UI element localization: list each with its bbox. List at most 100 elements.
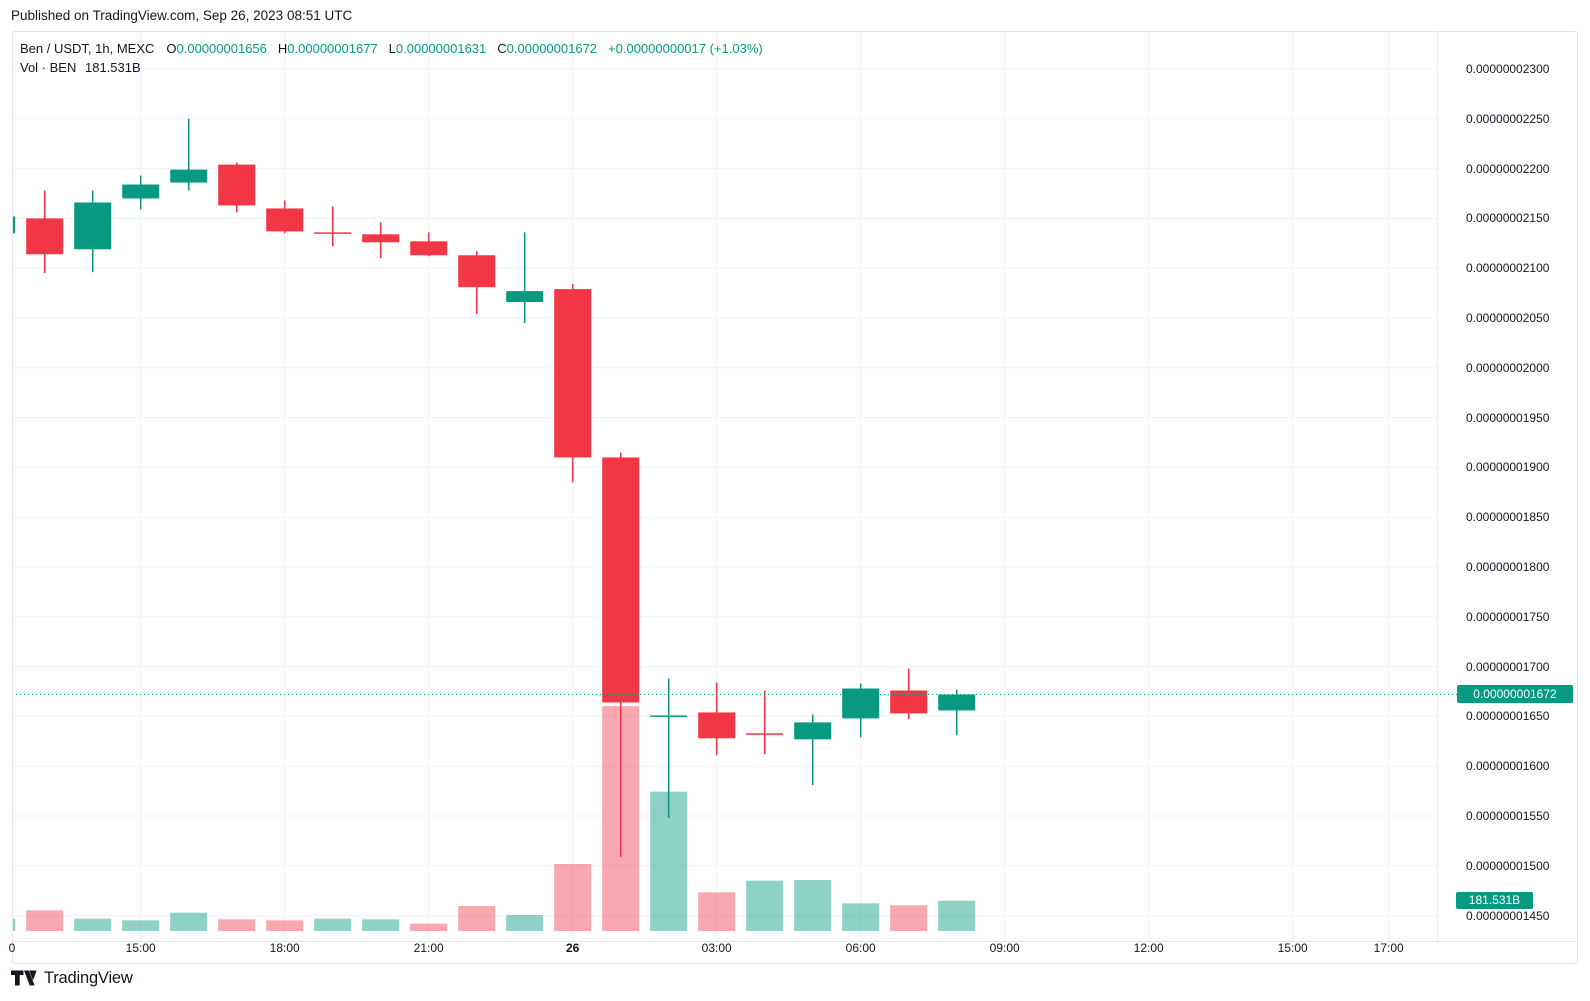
volume-series [12,706,976,931]
candle-body [362,234,400,243]
price-tick-label: 0.00000002000 [1466,360,1550,375]
volume-bar [842,903,880,931]
low-value: 0.00000001631 [395,41,487,56]
time-tick-label: 06:00 [845,941,876,955]
volume-bar [26,910,64,931]
price-tick-label: 0.00000001800 [1466,560,1550,574]
close-value: 0.00000001672 [506,41,598,56]
volume-bar [122,920,160,931]
published-bar-text: Published on TradingView.com, Sep 26, 20… [11,8,353,23]
volume-bar [554,864,592,931]
candle-body [12,216,16,234]
candle-body [410,241,448,256]
volume-bar [170,912,208,931]
time-tick-label: 21:00 [413,941,444,955]
low-label: L [388,41,396,56]
price-change: +0.00000000017 (+1.03%) [608,41,763,56]
candle-wick [955,689,958,736]
price-tick-label: 0.00000002250 [1466,111,1550,126]
candle-body [458,255,496,288]
candle-body [554,289,592,458]
candle-body [314,232,352,234]
volume-bar [794,880,832,931]
tradingview-logo-icon [11,970,37,986]
candle-wick [763,690,766,755]
candle-body [602,457,640,703]
candle-body [746,733,784,735]
price-axis-separator [1437,31,1438,941]
close-label: C [497,41,507,56]
price-tick-label: 0.00000002200 [1466,161,1550,176]
candle-body [266,208,304,232]
time-tick-label: 0 [8,941,16,955]
candle-wick [667,678,670,818]
price-tick-label: 0.00000001700 [1466,659,1550,674]
price-tick-label: 0.00000001750 [1466,609,1550,624]
volume-legend: Vol · BEN 181.531B [20,58,141,77]
chart-gridlines [12,31,1437,941]
open-value: 0.00000001656 [176,41,267,56]
time-tick-label: 17:00 [1373,941,1404,955]
last-price-badge: 0.00000001672 [1457,685,1573,704]
volume-value: 181.531B [84,60,141,75]
volume-bar [218,919,256,931]
price-tick-label: 0.00000001950 [1466,410,1550,425]
high-label: H [277,41,288,56]
time-tick-label: 15:00 [1277,941,1308,955]
candle-body [938,694,976,711]
open-label: O [166,41,177,56]
time-tick-label: 18:00 [269,941,300,955]
volume-bar [12,918,16,931]
price-tick-label: 0.00000001550 [1466,809,1550,823]
symbol-title[interactable]: Ben / USDT, 1h, MEXC [20,41,155,56]
candle-body [506,291,544,303]
volume-bar [746,880,784,931]
candle-body [698,712,736,739]
volume-bar [506,915,544,931]
volume-bar [938,900,976,931]
candle-body [170,169,208,183]
candle-body [650,715,688,717]
tradingview-logo-text: TradingView [44,968,133,987]
candle-wick [331,206,334,247]
candle-body [122,184,160,199]
volume-bar [74,918,112,931]
candle-series [12,118,976,857]
volume-bar [314,918,352,931]
price-tick-label: 0.00000002050 [1466,311,1550,325]
volume-value-badge: 181.531B [1456,892,1533,910]
price-tick-label: 0.00000001650 [1466,709,1550,724]
price-tick-label: 0.00000001600 [1466,759,1550,774]
price-tick-label: 0.00000002300 [1466,62,1550,76]
time-tick-label: 03:00 [701,941,732,955]
price-tick-label: 0.00000001900 [1466,460,1550,475]
volume-bar [266,920,304,931]
candle-body [890,690,928,714]
candle-body [218,164,256,206]
candle-body [26,218,64,255]
price-tick-label: 0.00000001450 [1466,908,1550,923]
candle-body [74,202,112,250]
volume-bar [362,919,400,931]
chart-legend: Ben / USDT, 1h, MEXC O0.00000001656 H0.000… [20,39,763,58]
time-tick-label: 12:00 [1133,941,1164,955]
price-tick-label: 0.00000002150 [1466,211,1550,226]
volume-bar [698,892,736,931]
tradingview-logo[interactable]: TradingView [11,968,133,988]
price-tick-label: 0.00000001850 [1466,510,1550,525]
volume-bar [410,923,448,931]
volume-bar [890,905,928,931]
time-tick-label: 09:00 [989,941,1020,955]
volume-bar [458,906,496,931]
candle-wick [187,118,190,191]
candle-wick [811,714,814,786]
time-tick-label: 26 [566,941,580,955]
candle-body [842,688,880,719]
candlestick-chart[interactable] [0,0,1590,941]
price-tick-label: 0.00000001500 [1466,858,1550,873]
price-tick-label: 0.00000002100 [1466,261,1550,276]
high-value: 0.00000001677 [287,41,378,56]
time-axis-separator [12,941,1578,942]
volume-label: Vol · BEN [20,60,77,75]
